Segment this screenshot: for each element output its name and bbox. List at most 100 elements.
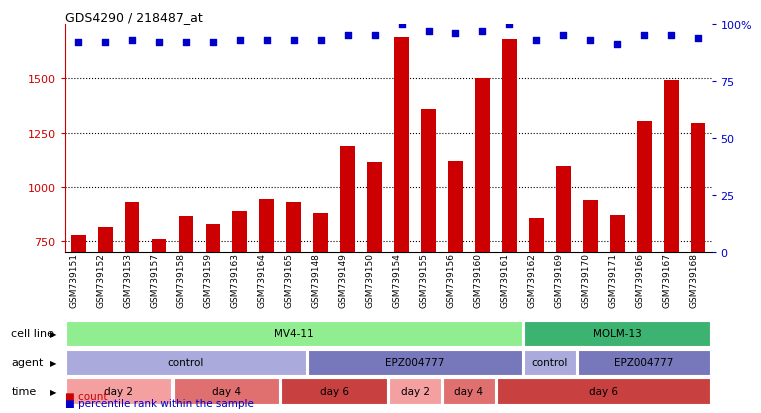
Text: GSM739167: GSM739167 (662, 253, 671, 308)
Text: agent: agent (11, 357, 44, 367)
Bar (502, 40, 517, 405)
Text: ▶: ▶ (50, 329, 56, 338)
Text: GSM739171: GSM739171 (608, 253, 617, 308)
Text: MOLM-13: MOLM-13 (593, 328, 642, 338)
Point (638, 33, 650, 40)
Point (180, 40, 192, 46)
Bar (443, 379, 495, 404)
Point (207, 40, 219, 46)
Point (288, 38, 300, 44)
Bar (524, 350, 576, 375)
Text: EPZ004777: EPZ004777 (385, 357, 444, 367)
Bar (394, 38, 409, 405)
Bar (421, 109, 436, 405)
Point (584, 38, 597, 44)
Bar (232, 211, 247, 405)
Bar (448, 161, 463, 405)
Point (530, 38, 543, 44)
Text: ■ count: ■ count (65, 391, 107, 401)
Text: GSM739169: GSM739169 (554, 253, 563, 308)
Text: GSM739154: GSM739154 (393, 253, 402, 308)
Bar (529, 218, 544, 405)
Text: GSM739148: GSM739148 (312, 253, 320, 308)
Bar (151, 240, 167, 405)
Bar (583, 201, 597, 405)
Text: GSM739165: GSM739165 (285, 253, 294, 308)
Bar (556, 167, 571, 405)
Bar (475, 79, 490, 405)
Text: control: control (167, 357, 204, 367)
Bar (65, 321, 522, 346)
Text: day 4: day 4 (454, 386, 483, 396)
Point (261, 38, 273, 44)
Point (503, 21, 515, 28)
Text: GSM739161: GSM739161 (501, 253, 509, 308)
Bar (389, 379, 441, 404)
Bar (282, 379, 387, 404)
Text: day 4: day 4 (212, 386, 241, 396)
Text: GSM739160: GSM739160 (473, 253, 482, 308)
Bar (664, 81, 679, 405)
Text: time: time (11, 386, 37, 396)
Bar (260, 199, 274, 405)
Text: day 2: day 2 (400, 386, 429, 396)
Point (99, 40, 111, 46)
Bar (125, 203, 139, 405)
Text: GSM739162: GSM739162 (527, 253, 537, 308)
Point (692, 35, 704, 42)
Text: control: control (532, 357, 568, 367)
Bar (179, 217, 193, 405)
Text: GSM739158: GSM739158 (177, 253, 186, 308)
Text: GSM739168: GSM739168 (689, 253, 698, 308)
Point (422, 28, 435, 35)
Bar (691, 123, 705, 405)
Text: GSM739170: GSM739170 (581, 253, 591, 308)
Text: GSM739152: GSM739152 (96, 253, 105, 308)
Text: day 6: day 6 (320, 386, 349, 396)
Text: cell line: cell line (11, 328, 55, 338)
Text: EPZ004777: EPZ004777 (614, 357, 673, 367)
Bar (340, 146, 355, 405)
Text: GSM739163: GSM739163 (231, 253, 240, 308)
Point (126, 38, 139, 44)
Bar (610, 216, 625, 405)
Point (557, 33, 569, 40)
Text: GSM739155: GSM739155 (419, 253, 428, 308)
Bar (205, 225, 221, 405)
Bar (637, 121, 651, 405)
Text: GSM739157: GSM739157 (150, 253, 159, 308)
Bar (71, 235, 85, 405)
Bar (368, 163, 382, 405)
Text: GSM739164: GSM739164 (258, 253, 267, 308)
Bar (524, 321, 711, 346)
Text: GDS4290 / 218487_at: GDS4290 / 218487_at (65, 11, 202, 24)
Point (72, 40, 84, 46)
Point (153, 40, 165, 46)
Point (611, 42, 623, 49)
Text: GSM739156: GSM739156 (447, 253, 456, 308)
Text: day 6: day 6 (589, 386, 618, 396)
Text: GSM739166: GSM739166 (635, 253, 644, 308)
Bar (286, 203, 301, 405)
Text: ▶: ▶ (50, 358, 56, 367)
Text: MV4-11: MV4-11 (274, 328, 314, 338)
Point (450, 31, 462, 37)
Bar (65, 379, 171, 404)
Bar (497, 379, 711, 404)
Bar (174, 379, 279, 404)
Text: GSM739159: GSM739159 (204, 253, 213, 308)
Text: ■ percentile rank within the sample: ■ percentile rank within the sample (65, 399, 253, 408)
Text: GSM739151: GSM739151 (69, 253, 78, 308)
Bar (97, 228, 113, 405)
Text: GSM739153: GSM739153 (123, 253, 132, 308)
Bar (65, 350, 306, 375)
Bar (578, 350, 711, 375)
Point (342, 33, 354, 40)
Point (665, 33, 677, 40)
Bar (314, 214, 328, 405)
Text: day 2: day 2 (104, 386, 133, 396)
Point (396, 21, 408, 28)
Point (476, 28, 489, 35)
Text: ▶: ▶ (50, 387, 56, 396)
Bar (308, 350, 522, 375)
